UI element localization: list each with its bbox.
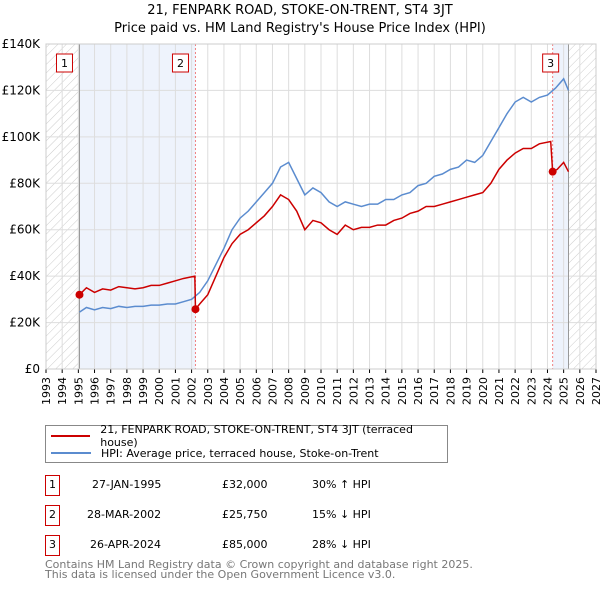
legend-swatch-hpi <box>51 452 91 454</box>
sale-marker-label: 2 <box>45 505 60 526</box>
x-tick-label: 2016 <box>412 377 425 405</box>
x-tick-label: 1994 <box>56 377 69 405</box>
shaded-period-1 <box>79 44 196 369</box>
x-tick-label: 2024 <box>541 377 554 405</box>
x-tick-label: 2009 <box>299 377 312 405</box>
x-tick-label: 2008 <box>283 377 296 405</box>
sale-date: 28-MAR-2002 <box>87 508 162 521</box>
x-tick-label: 2013 <box>364 377 377 405</box>
x-tick-label: 2021 <box>493 377 506 405</box>
sale-marker-label: 1 <box>45 475 60 496</box>
y-tick-label: £60K <box>9 223 41 237</box>
x-tick-label: 2011 <box>331 377 344 405</box>
sale-marker-text: 1 <box>61 57 68 70</box>
x-tick-label: 2027 <box>590 377 600 405</box>
x-tick-label: 2007 <box>266 377 279 405</box>
x-tick-label: 2020 <box>477 377 490 405</box>
x-tick-label: 2017 <box>428 377 441 405</box>
sale-point-1 <box>75 290 84 299</box>
y-tick-label: £20K <box>9 316 41 330</box>
chart-subtitle: Price paid vs. HM Land Registry's House … <box>114 21 486 36</box>
hatched-region-before <box>46 44 80 369</box>
sale-price: £85,000 <box>222 538 268 551</box>
x-tick-label: 2003 <box>202 377 215 405</box>
footer-licence: This data is licensed under the Open Gov… <box>45 568 396 581</box>
x-tick-label: 1999 <box>137 377 150 405</box>
x-tick-label: 2022 <box>509 377 522 405</box>
sale-date: 27-JAN-1995 <box>92 478 162 491</box>
sale-marker-text: 2 <box>177 57 184 70</box>
y-tick-label: £0 <box>25 362 40 376</box>
hpi-line <box>79 77 570 313</box>
legend-swatch-property <box>51 435 91 437</box>
x-tick-label: 1998 <box>121 377 134 405</box>
x-tick-label: 2005 <box>234 377 247 405</box>
sale-point-2 <box>191 305 200 314</box>
x-tick-label: 2019 <box>461 377 474 405</box>
sale-hpi: 30% ↑ HPI <box>312 478 371 491</box>
x-tick-label: 2006 <box>250 377 263 405</box>
x-tick-label: 2001 <box>169 377 182 405</box>
sale-hpi: 15% ↓ HPI <box>312 508 371 521</box>
x-tick-label: 1997 <box>105 377 118 405</box>
sale-marker-label: 3 <box>45 535 60 556</box>
x-tick-label: 2010 <box>315 377 328 405</box>
sale-marker-text: 3 <box>547 57 554 70</box>
legend: 21, FENPARK ROAD, STOKE-ON-TRENT, ST4 3J… <box>45 423 448 463</box>
hatched-region-after <box>568 44 596 369</box>
shaded-period-3 <box>552 44 569 369</box>
footer: Contains HM Land Registry data © Crown c… <box>45 558 473 581</box>
x-tick-label: 1993 <box>40 377 53 405</box>
y-tick-label: £80K <box>9 176 41 190</box>
property-price-line <box>78 140 570 312</box>
sale-point-3 <box>548 167 557 176</box>
y-tick-label: £100K <box>2 130 42 144</box>
x-tick-label: 2000 <box>153 377 166 405</box>
x-tick-label: 2023 <box>525 377 538 405</box>
y-tick-label: £120K <box>2 83 42 97</box>
sale-marker-box <box>171 53 189 73</box>
chart-title: 21, FENPARK ROAD, STOKE-ON-TRENT, ST4 3J… <box>147 3 453 18</box>
legend-label-hpi: HPI: Average price, terraced house, Stok… <box>101 446 379 460</box>
sale-hpi: 28% ↓ HPI <box>312 538 371 551</box>
x-tick-label: 2014 <box>380 377 393 405</box>
plot-frame <box>45 43 597 370</box>
x-tick-label: 2025 <box>558 377 571 405</box>
x-tick-label: 2004 <box>218 377 231 405</box>
x-tick-label: 2002 <box>186 377 199 405</box>
sale-price: £32,000 <box>222 478 268 491</box>
price-chart: 1993 1994 1995 1996 1997 1998 1999 2000 2001 2002… <box>2 37 600 405</box>
sale-marker-box <box>542 53 560 73</box>
sale-price: £25,750 <box>222 508 268 521</box>
x-tick-label: 1996 <box>89 377 102 405</box>
sale-date: 26-APR-2024 <box>90 538 162 551</box>
x-tick-label: 2015 <box>396 377 409 405</box>
y-tick-label: £40K <box>9 269 41 283</box>
x-tick-label: 2012 <box>347 377 360 405</box>
y-tick-label: £140K <box>2 37 42 51</box>
sale-marker-box <box>55 53 73 73</box>
legend-label-property: 21, FENPARK ROAD, STOKE-ON-TRENT, ST4 3J… <box>100 423 413 449</box>
footer-copyright: Contains HM Land Registry data © Crown c… <box>45 558 473 571</box>
x-tick-label: 2026 <box>574 377 587 405</box>
x-tick-label: 2018 <box>444 377 457 405</box>
x-tick-label: 1995 <box>72 377 85 405</box>
